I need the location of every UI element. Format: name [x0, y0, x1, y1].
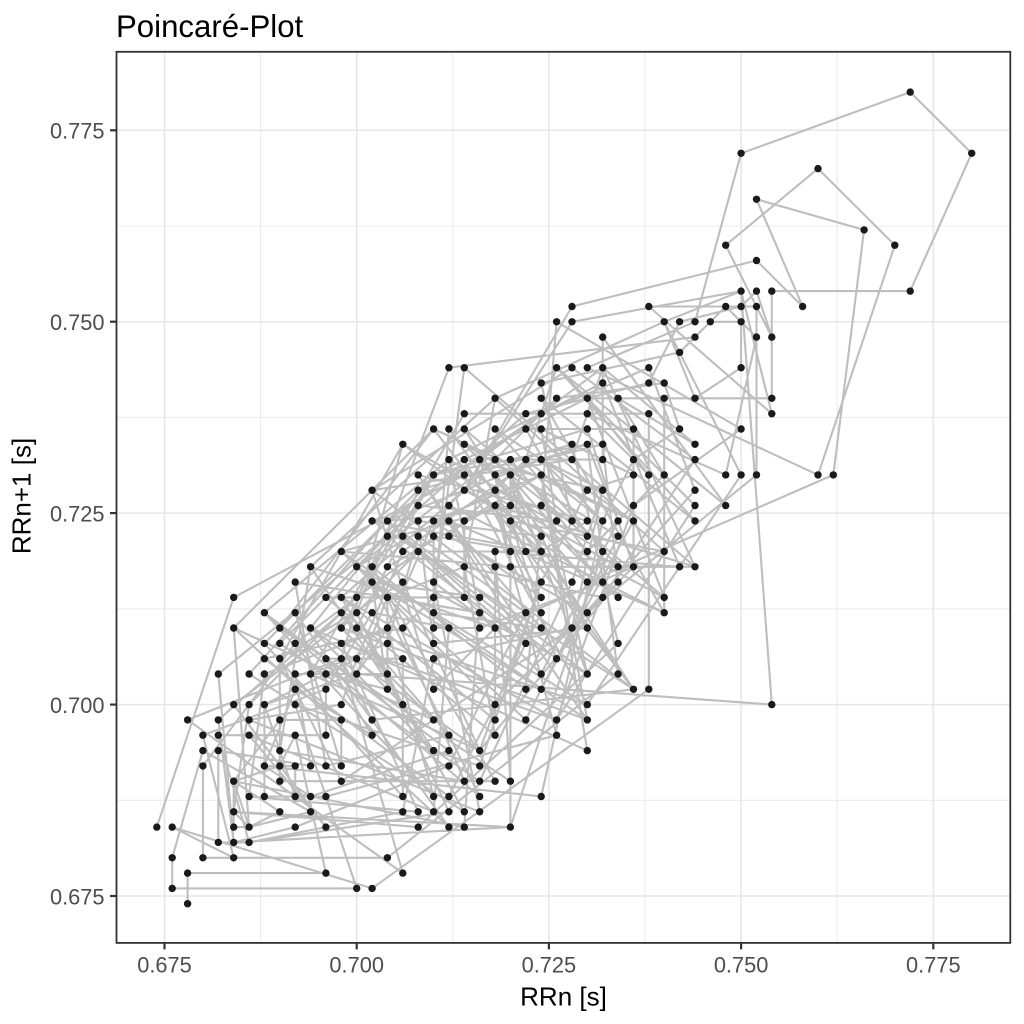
svg-text:0.725: 0.725	[522, 953, 577, 978]
svg-text:RRn+1 [s]: RRn+1 [s]	[6, 438, 36, 554]
svg-text:RRn [s]: RRn [s]	[520, 981, 607, 1011]
svg-text:0.700: 0.700	[329, 953, 384, 978]
svg-text:0.725: 0.725	[50, 502, 105, 527]
svg-text:0.775: 0.775	[906, 953, 961, 978]
svg-text:0.750: 0.750	[50, 310, 105, 335]
svg-text:0.675: 0.675	[137, 953, 192, 978]
svg-text:0.750: 0.750	[714, 953, 769, 978]
svg-text:0.775: 0.775	[50, 119, 105, 144]
svg-text:Poincaré-Plot: Poincaré-Plot	[116, 9, 304, 44]
svg-text:0.675: 0.675	[50, 884, 105, 909]
svg-text:0.700: 0.700	[50, 693, 105, 718]
